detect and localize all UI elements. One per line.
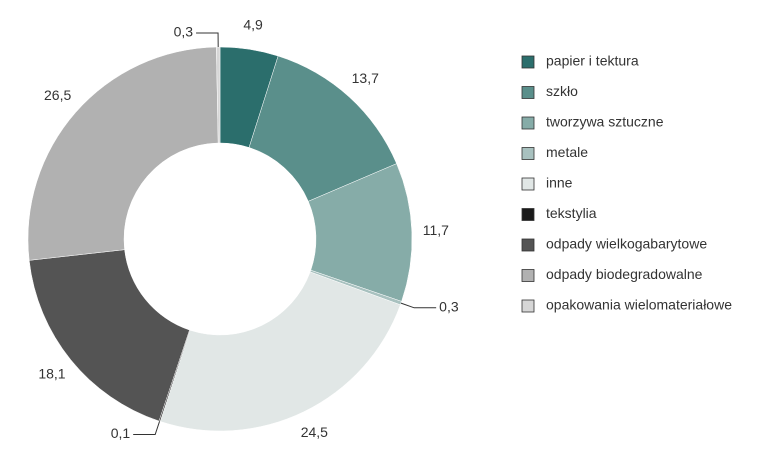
data-label: 11,7 <box>423 222 449 238</box>
leader-line <box>400 302 437 309</box>
leader-line <box>133 421 161 436</box>
legend-swatch <box>521 147 535 160</box>
leader-line <box>196 32 219 48</box>
legend-swatch <box>521 177 535 191</box>
data-label: 13,7 <box>352 70 379 86</box>
slice <box>216 46 221 144</box>
data-label: 0,3 <box>439 299 459 315</box>
legend-label: inne <box>546 175 573 191</box>
legend-label: papier i tektura <box>546 53 639 69</box>
legend-label: tekstylia <box>546 205 597 221</box>
legend-swatch <box>521 86 535 99</box>
data-label: 26,5 <box>44 87 71 103</box>
slice <box>27 46 219 261</box>
legend-swatch <box>521 208 535 221</box>
legend-label: szkło <box>546 83 578 99</box>
legend-label: tworzywa sztuczne <box>546 114 664 130</box>
data-label: 18,1 <box>38 365 65 381</box>
legend-swatch <box>521 55 535 69</box>
legend-swatch <box>521 299 535 313</box>
data-label: 24,5 <box>301 424 328 440</box>
data-label: 4,9 <box>243 16 263 32</box>
data-label: 0,3 <box>174 24 194 40</box>
slice <box>159 271 401 432</box>
legend-label: opakowania wielomateriałowe <box>546 297 732 313</box>
legend-swatch <box>521 116 535 130</box>
slice <box>28 249 190 422</box>
legend-label: metale <box>546 144 588 160</box>
legend-label: odpady wielkogabarytowe <box>546 236 707 252</box>
legend-label: odpady biodegradowalne <box>546 266 703 282</box>
data-label: 0,1 <box>111 425 131 441</box>
legend-swatch <box>521 269 535 282</box>
legend-swatch <box>521 238 535 252</box>
